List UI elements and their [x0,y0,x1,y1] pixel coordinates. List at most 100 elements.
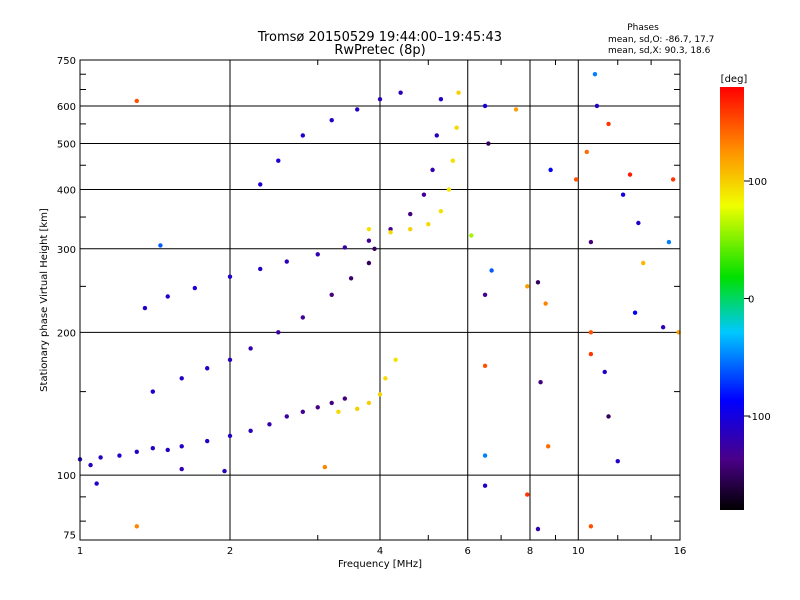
data-point [408,211,413,217]
y-tick-label: 100 [57,471,76,482]
data-point [204,438,210,444]
y-tick-label: 400 [57,186,76,197]
y-tick-label: 500 [57,140,76,151]
data-point [377,97,383,102]
data-point [408,226,413,232]
data-point [94,481,99,486]
data-point [588,351,594,357]
data-point [430,167,435,173]
data-point [525,284,530,289]
y-tick-label: 750 [57,56,76,67]
y-tick-label: 75 [63,530,76,541]
data-point [248,346,253,351]
data-point [538,380,543,385]
data-point [267,422,272,427]
data-point [398,90,403,95]
data-point [482,363,488,369]
data-point [383,376,388,381]
colorbar-tick-label: 0 [748,295,754,306]
data-point [388,226,393,232]
colorbar-tick-label: -100 [748,412,771,423]
data-point [366,400,372,406]
data-point [450,158,456,163]
data-point [150,445,156,451]
data-point [366,238,372,243]
data-point [543,301,548,306]
data-point [482,292,488,297]
data-point [513,107,519,112]
data-point [315,252,320,257]
plot-frame [79,59,681,541]
data-point [588,524,594,529]
data-point [179,444,184,449]
data-point [300,409,306,415]
data-point [329,400,334,406]
data-point [535,280,541,285]
data-point [284,414,289,419]
data-point [584,149,589,155]
data-point [438,97,444,102]
y-axis-ticks: 75 100 200 300 400 500 600 750 [57,56,680,541]
x-axis-ticks: 1 2 4 6 8 10 16 [77,60,687,557]
data-point [366,260,372,266]
data-point [134,449,139,455]
data-point [632,310,638,315]
data-point [227,433,233,439]
data-point [276,330,281,335]
data-point [535,526,541,532]
data-point [258,266,263,272]
chart-title: Tromsø 20150529 19:44:00–19:45:43 [257,30,502,45]
x-axis-label: Frequency [MHz] [338,559,422,570]
data-point [354,406,360,411]
data-point [456,90,461,95]
data-point [594,103,600,109]
data-point [636,220,641,226]
data-point [150,389,156,394]
data-point [641,260,646,266]
data-point [545,444,551,449]
data-point [666,239,672,245]
data-point [276,158,281,163]
data-point [258,182,263,187]
data-point [588,330,594,335]
data-point [315,405,320,410]
data-point [300,315,306,320]
data-point [421,192,427,197]
data-point [620,192,626,197]
colorbar: [deg] 100 0 -100 [720,74,771,510]
grid-lines [80,60,680,540]
data-point [165,294,170,299]
x-tick-label: 6 [465,546,471,557]
data-point [426,222,431,227]
colorbar-ticks: 100 0 -100 [744,177,771,423]
data-point [627,172,633,177]
data-point [300,133,306,138]
data-point [446,187,452,192]
data-point [179,376,184,381]
data-point [329,117,334,123]
data-point [482,483,488,488]
x-tick-label: 10 [572,546,585,557]
data-point [284,259,289,264]
data-point [227,357,233,363]
data-point [88,462,93,468]
data-point [454,125,459,130]
data-points [77,72,681,532]
data-point [377,392,383,397]
data-point [342,396,348,401]
data-point [482,453,488,458]
data-point [438,209,444,214]
x-tick-label: 16 [674,546,687,557]
data-point [434,133,439,138]
data-point [489,268,494,273]
data-point [227,274,233,279]
data-point [134,524,139,529]
data-point [142,305,148,311]
colorbar-gradient [720,87,744,510]
data-point [372,246,377,251]
data-point [329,292,334,297]
phases-mean-x: mean, sd,X: 90.3, 18.6 [608,46,711,56]
data-point [388,230,393,235]
data-point [606,121,611,127]
plot-area: 1 2 4 6 8 10 16 75 100 200 300 400 500 600 750 [57,56,686,557]
